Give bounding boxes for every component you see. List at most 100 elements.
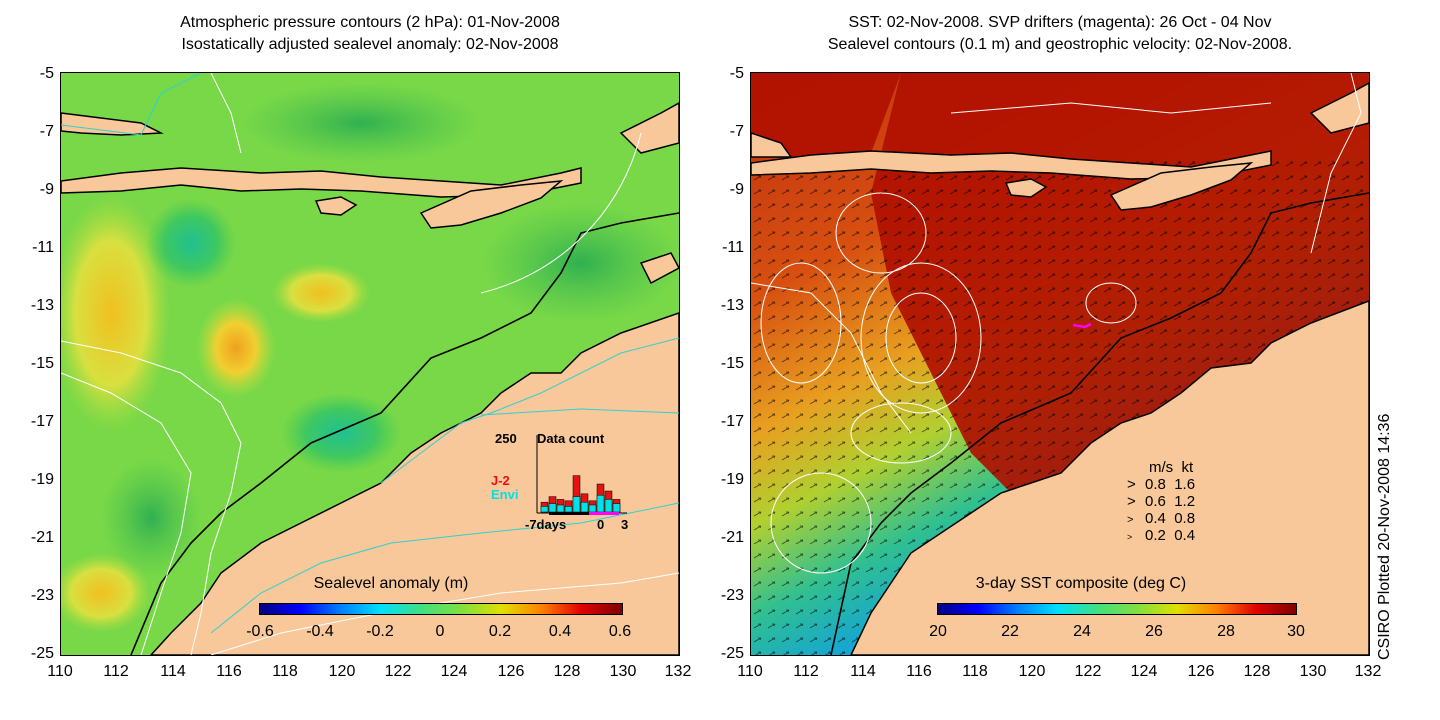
inset-bar-envi: [612, 503, 621, 513]
velocity-legend-row: >0.2 0.4: [1127, 527, 1195, 544]
x-tick-label: 114: [160, 663, 186, 680]
inset-bars: [540, 475, 621, 513]
arrow-glyph-icon: >: [1127, 532, 1133, 542]
sealevel-contour: [770, 472, 872, 574]
pressure-contour: [210, 73, 242, 154]
legend-ms: 0.6: [1145, 493, 1166, 510]
sealevel-contour: [950, 102, 1272, 114]
sealevel-colorbar-tick: -0.2: [366, 623, 394, 640]
x-tick-label: 128: [1243, 663, 1271, 680]
x-tick-label: 132: [664, 663, 692, 680]
left-title-line1: Atmospheric pressure contours (2 hPa): 0…: [180, 14, 560, 31]
anomaly-high-patch: [271, 263, 371, 323]
x-tick-label: 124: [440, 663, 468, 680]
sst-colorbar-tick: 24: [1073, 623, 1091, 640]
arrow-glyph-icon: >: [1127, 514, 1134, 526]
data-count-chart: 250 Data count J-2 Envi -7days 0 3: [491, 431, 628, 532]
island: [1309, 82, 1369, 134]
anomaly-high-patch: [196, 298, 276, 398]
right-title-line2: Sealevel contours (0.1 m) and geostrophi…: [827, 36, 1293, 53]
sealevel-anomaly-map: 250 Data count J-2 Envi -7days 0 3 Seale…: [60, 72, 680, 656]
x-tick-label: 116: [216, 663, 242, 680]
inset-xtick-start: -7days: [525, 517, 566, 532]
isobath-contour: [480, 408, 679, 416]
anomaly-low-patch: [481, 203, 679, 323]
sealevel-colorbar-title: Sealevel anomaly (m): [313, 575, 469, 592]
y-tick-label: -25: [720, 645, 744, 662]
isobath-contour: [210, 502, 679, 634]
inset-series-envi-label: Envi: [491, 487, 518, 502]
sealevel-colorbar-tick: -0.4: [306, 623, 334, 640]
sst-map-svg: [751, 73, 1369, 655]
sealevel-contour: [860, 262, 982, 414]
sst-colorbar-tick: 30: [1287, 623, 1305, 640]
pressure-contour: [480, 132, 642, 294]
x-tick-label: 118: [962, 663, 988, 680]
y-tick-label: -13: [720, 297, 744, 314]
y-tick-label: -9: [729, 181, 744, 198]
anomaly-low-patch: [146, 198, 236, 288]
x-tick-label: 112: [793, 663, 819, 680]
velocity-legend-row: >0.8 1.6: [1127, 476, 1195, 493]
sumba-island: [1004, 178, 1048, 198]
plot-credit: CSIRO Plotted 20-Nov-2008 14:36: [1376, 413, 1393, 660]
legend-unit-kt: kt: [1181, 459, 1194, 476]
y-tick-label: -21: [720, 529, 744, 546]
y-tick-label: -15: [720, 355, 744, 372]
x-tick-label: 124: [1130, 663, 1158, 680]
y-tick-label: -23: [720, 587, 744, 604]
right-panel-title: SST: 02-Nov-2008. SVP drifters (magenta)…: [750, 12, 1370, 56]
sst-colorbar: [937, 603, 1297, 615]
sealevel-contour: [835, 192, 927, 274]
inset-past-window: [549, 512, 589, 515]
sealevel-colorbar-tick: -0.6: [246, 623, 274, 640]
sealevel-colorbar-tick: 0.2: [488, 623, 512, 640]
inset-bar-envi: [572, 496, 581, 513]
sst-colorbar-tick: 26: [1145, 623, 1163, 640]
shelf-break-contour: [830, 192, 1369, 655]
legend-ms: 0.8: [1145, 476, 1166, 493]
sealevel-colorbar-tick: 0: [435, 623, 445, 640]
pressure-contour: [61, 372, 192, 655]
sealevel-contour: [1085, 282, 1137, 324]
y-tick-label: -9: [39, 181, 54, 198]
legend-kt: 1.2: [1174, 493, 1196, 510]
sst-map: m/s kt >0.8 1.6 >0.6 1.2 >0.4 0.8 >0.2 0…: [750, 72, 1370, 656]
x-tick-label: 118: [272, 663, 298, 680]
x-tick-label: 112: [103, 663, 129, 680]
x-tick-label: 120: [1018, 663, 1046, 680]
lesser-sunda-islands: [61, 167, 582, 198]
left-panel-title: Atmospheric pressure contours (2 hPa): 0…: [60, 12, 680, 56]
island: [751, 132, 793, 158]
legend-kt: 0.4: [1174, 527, 1196, 544]
arrow-glyph-icon: >: [1127, 476, 1136, 493]
x-tick-label: 130: [609, 663, 637, 680]
y-tick-label: -19: [30, 471, 54, 488]
sealevel-contour: [751, 282, 912, 434]
pressure-contour: [61, 340, 242, 655]
y-tick-label: -17: [720, 413, 744, 430]
y-tick-label: -23: [30, 587, 54, 604]
inset-bar-envi: [596, 494, 605, 513]
x-tick-label: 126: [497, 663, 525, 680]
legend-kt: 0.8: [1174, 510, 1196, 527]
inset-series-j2-label: J-2: [491, 473, 510, 488]
x-tick-label: 130: [1299, 663, 1327, 680]
svp-drifter-track: [1072, 322, 1092, 329]
y-tick-label: -21: [30, 529, 54, 546]
isobath-contour: [380, 337, 679, 484]
x-tick-label: 114: [850, 663, 876, 680]
sst-colorbar-title: 3-day SST composite (deg C): [975, 575, 1187, 592]
sealevel-contour: [850, 402, 952, 464]
inset-bar-envi: [588, 504, 597, 513]
sumba-island: [314, 196, 358, 216]
legend-kt: 1.6: [1174, 476, 1196, 493]
legend-ms: 0.2: [1145, 527, 1166, 544]
inset-bar-envi: [556, 504, 565, 513]
x-tick-label: 122: [384, 663, 412, 680]
sealevel-colorbar-tick: 0.6: [608, 623, 632, 640]
anomaly-low-patch: [281, 393, 401, 473]
sealevel-colorbar-tick: 0.4: [548, 623, 572, 640]
timor-island: [419, 180, 564, 229]
inset-ymax-label: 250: [495, 431, 517, 446]
